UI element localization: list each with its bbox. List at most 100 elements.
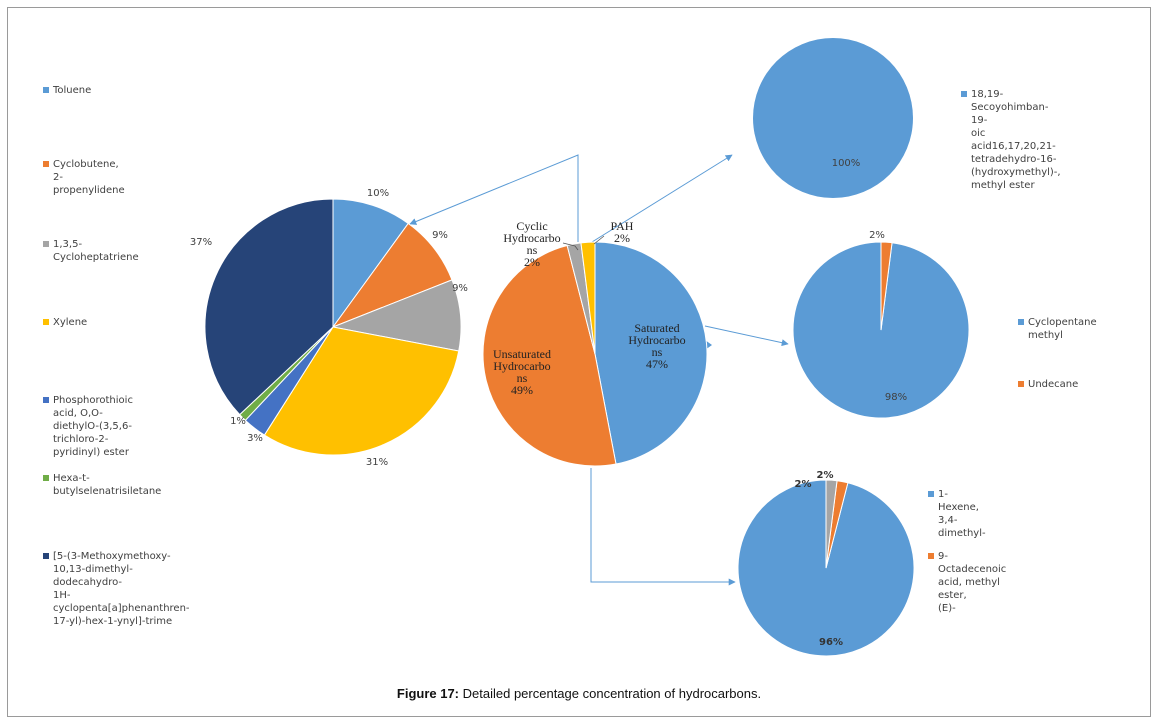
main-slice-unsaturated-hydrocarbons-1	[482, 244, 617, 467]
legend-label-line: oic acid16,17,20,21-	[971, 128, 1056, 152]
pah-leader-line	[593, 235, 605, 245]
pah-legend-item-0: 18,19- Secoyohimban-19- oic acid16,17,20,2…	[961, 88, 1061, 192]
cyclic-data-label-2: 2%	[817, 470, 834, 481]
legend-swatch	[43, 475, 49, 481]
legend-label: 1-Hexene, 3,4- dimethyl-	[938, 488, 986, 540]
legend-swatch	[43, 87, 49, 93]
saturated-legend-item-1: Undecane	[1018, 378, 1078, 391]
legend-label: Hexa-t-butylselenatrisiletane	[53, 472, 161, 498]
cyclic-data-label-1: 2%	[795, 479, 812, 490]
unsaturated-data-label-5: 1%	[230, 416, 246, 427]
main-data-label-1-line-3: 49%	[511, 383, 533, 397]
legend-label-line: (hydroxymethyl)-,	[971, 167, 1061, 178]
legend-label: [5-(3-Methoxymethoxy- 10,13-dimethyl-dode…	[53, 550, 190, 628]
main-data-label-1-line-2: ns	[517, 371, 528, 385]
legend-label-line: pyridinyl) ester	[53, 447, 129, 458]
pah-pie	[753, 38, 913, 198]
pah-data-label-0: 100%	[832, 158, 861, 169]
cyclic-data-label-0: 96%	[819, 637, 843, 648]
saturated-pie	[792, 241, 970, 419]
saturated-legend-item-0: Cyclopentane methyl	[1018, 316, 1097, 342]
main-data-label-1-line-0: Unsaturated	[493, 347, 551, 361]
connector-arrows	[409, 154, 789, 586]
unsaturated-legend-item-3: Xylene	[43, 316, 87, 329]
legend-swatch	[43, 553, 49, 559]
main-data-label-2-line-0: Cyclic	[516, 219, 547, 233]
unsaturated-legend-item-2: 1,3,5-Cycloheptatriene	[43, 238, 139, 264]
unsaturated-data-label-4: 3%	[247, 433, 263, 444]
cyclic-pie	[737, 479, 915, 657]
main-data-label-2-line-2: ns	[527, 243, 538, 257]
legend-label-line: methyl ester	[971, 180, 1035, 191]
unsaturated-data-label-2: 9%	[452, 283, 468, 294]
legend-label-line: 9-Octadecenoic	[938, 551, 1007, 575]
legend-label-line: methyl	[1028, 330, 1063, 341]
legend-label-line: 1-Hexene, 3,4-	[938, 489, 979, 526]
unsaturated-data-label-1: 9%	[432, 230, 448, 241]
legend-label-line: tetradehydro-16-	[971, 154, 1057, 165]
unsaturated-legend-item-6: [5-(3-Methoxymethoxy- 10,13-dimethyl-dode…	[43, 550, 190, 628]
legend-swatch	[43, 161, 49, 167]
legend-label: Undecane	[1028, 378, 1078, 391]
main-data-label-0-line-3: 47%	[646, 357, 668, 371]
legend-label-line: Toluene	[53, 85, 92, 96]
main-slice-saturated-hydrocarbons-0	[594, 241, 708, 465]
legend-label-line: Undecane	[1028, 379, 1079, 390]
caption-label: Figure 17:	[396, 686, 460, 701]
legend-label: 18,19- Secoyohimban-19- oic acid16,17,20,2…	[971, 88, 1061, 192]
legend-swatch	[928, 553, 934, 559]
unsaturated-data-label-3: 31%	[366, 457, 388, 468]
legend-label-line: [5-(3-Methoxymethoxy-	[53, 551, 171, 562]
main-data-label-1-line-1: Hydrocarbo	[493, 359, 550, 373]
legend-label-line: Phosphorothioic acid, O,O-	[53, 395, 133, 419]
unsaturated-slice-toluene-0	[332, 198, 409, 329]
legend-label-line: 17-yl)-hex-1-ynyl]-trime	[53, 616, 173, 627]
legend-label-line: Xylene	[53, 317, 88, 328]
legend-label-line: cyclopenta[a]phenanthren-	[53, 603, 190, 614]
cyclic-slice-slice-2	[825, 479, 838, 569]
cyclic-legend-item-0: 1-Hexene, 3,4- dimethyl-	[928, 488, 986, 540]
legend-label: Cyclobutene, 2- propenylidene	[53, 158, 125, 197]
saturated-data-label-1: 2%	[869, 230, 885, 241]
legend-swatch	[1018, 319, 1024, 325]
legend-label: 9-Octadecenoic acid, methyl ester, (E)-	[938, 550, 1006, 615]
caption-text: Detailed percentage concentration of hyd…	[462, 686, 762, 701]
legend-swatch	[43, 319, 49, 325]
legend-label: 1,3,5-Cycloheptatriene	[53, 238, 139, 264]
legend-label-line: 18,19-	[971, 89, 1004, 100]
main-data-label-3-line-0: PAH	[611, 219, 634, 233]
unsaturated-legend-item-0: Toluene	[43, 84, 91, 97]
legend-label-line: 1,3,5-Cycloheptatriene	[53, 239, 139, 263]
legend-label-line: Hexa-t-butylselenatrisiletane	[53, 473, 162, 497]
arrow-to-cyclic	[590, 468, 736, 586]
arrow-to-pah	[591, 154, 733, 243]
main-data-label-3-line-1: 2%	[614, 231, 630, 245]
legend-swatch	[1018, 381, 1024, 387]
legend-swatch	[43, 397, 49, 403]
main-data-label-0-line-1: Hydrocarbo	[628, 333, 685, 347]
main-pie	[482, 241, 708, 467]
unsaturated-legend-item-1: Cyclobutene, 2- propenylidene	[43, 158, 125, 197]
legend-swatch	[43, 241, 49, 247]
legend-label-line: Cyclobutene, 2-	[53, 159, 119, 183]
unsaturated-legend-item-4: Phosphorothioic acid, O,O-diethylO-(3,5,…	[43, 394, 133, 459]
legend-label-line: diethylO-(3,5,6-trichloro-2-	[53, 421, 132, 445]
legend-label-line: (E)-	[938, 603, 956, 614]
legend-label-line: dimethyl-	[938, 528, 986, 539]
arrow-to-saturated	[704, 325, 789, 347]
legend-swatch	[928, 491, 934, 497]
legend-label-line: Secoyohimban-19-	[971, 102, 1049, 126]
arrow-to-unsaturated	[409, 154, 579, 242]
legend-label: Phosphorothioic acid, O,O-diethylO-(3,5,…	[53, 394, 133, 459]
main-data-label-0-line-2: ns	[652, 345, 663, 359]
saturated-data-label-0: 98%	[885, 392, 907, 403]
pah-slice-18-19-secoyohimban-19-oic-acid-0	[753, 38, 913, 198]
unsaturated-pie	[204, 198, 462, 456]
figure-caption: Figure 17: Detailed percentage concentra…	[0, 686, 1158, 701]
legend-label: Xylene	[53, 316, 87, 329]
unsaturated-data-label-0: 10%	[367, 188, 389, 199]
legend-label: Cyclopentane methyl	[1028, 316, 1097, 342]
main-data-label-2-line-3: 2%	[524, 255, 540, 269]
main-slice-pah-3	[580, 241, 596, 355]
cyclic-legend-item-1: 9-Octadecenoic acid, methyl ester, (E)-	[928, 550, 1006, 615]
